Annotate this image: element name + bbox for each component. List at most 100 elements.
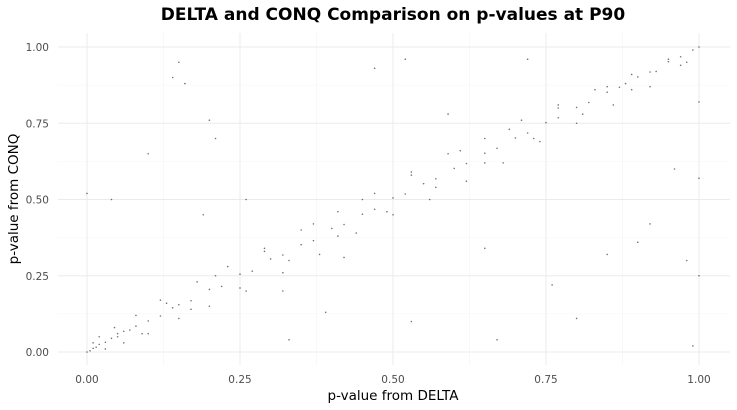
data-point	[178, 61, 180, 64]
data-point	[282, 271, 284, 274]
data-point	[116, 332, 119, 335]
data-point	[685, 61, 688, 64]
data-point	[618, 86, 621, 89]
data-point	[557, 107, 560, 109]
x-tick-label: 0.25	[228, 374, 251, 386]
data-point	[361, 198, 364, 201]
data-point	[465, 162, 468, 165]
data-point	[557, 104, 560, 106]
data-point	[698, 177, 700, 179]
data-point	[526, 58, 529, 60]
data-point	[208, 119, 211, 121]
data-point	[263, 247, 266, 250]
data-point	[196, 281, 198, 283]
data-point	[92, 347, 94, 350]
data-point	[159, 299, 162, 301]
data-point	[159, 315, 162, 317]
data-point	[594, 88, 596, 91]
data-point	[698, 101, 700, 103]
data-point	[147, 332, 149, 335]
x-tick-label: 0.75	[534, 374, 557, 386]
data-point	[447, 152, 449, 155]
y-tick-label: 0.00	[26, 347, 49, 359]
data-point	[673, 168, 676, 170]
data-point	[588, 101, 590, 104]
data-point	[404, 58, 407, 60]
data-point	[514, 137, 517, 139]
data-point	[392, 197, 394, 199]
data-point	[435, 177, 437, 180]
y-tick-label: 1.00	[26, 42, 49, 54]
data-point	[147, 320, 149, 322]
data-point	[575, 122, 578, 125]
data-point	[404, 193, 407, 195]
data-point	[288, 339, 290, 341]
x-tick-label: 1.00	[687, 374, 710, 386]
data-point	[361, 213, 364, 215]
data-point	[637, 76, 639, 78]
data-point	[667, 58, 670, 60]
data-point	[386, 210, 388, 213]
data-point	[98, 335, 101, 338]
data-point	[373, 67, 376, 70]
data-point	[300, 243, 303, 246]
data-point	[373, 208, 376, 211]
data-point	[282, 254, 284, 256]
data-point	[392, 213, 394, 216]
data-point	[245, 290, 247, 292]
data-point	[239, 273, 241, 276]
data-point	[239, 287, 241, 289]
data-point	[178, 317, 180, 320]
data-point	[484, 152, 486, 154]
data-point	[220, 285, 223, 288]
data-point	[630, 73, 633, 76]
data-point	[692, 49, 694, 51]
data-point	[606, 253, 608, 256]
data-point	[649, 85, 651, 88]
data-point	[685, 259, 688, 262]
data-point	[679, 64, 682, 67]
x-axis-label: p-value from DELTA	[328, 388, 460, 404]
data-point	[190, 308, 192, 311]
data-point	[245, 198, 247, 201]
data-point	[95, 346, 97, 348]
data-point	[508, 128, 511, 131]
y-tick-label: 0.25	[26, 271, 49, 283]
data-point	[190, 299, 192, 302]
data-point	[667, 60, 670, 63]
data-point	[122, 342, 125, 344]
data-point	[263, 250, 266, 253]
data-point	[129, 329, 131, 331]
data-point	[312, 223, 315, 225]
data-point	[171, 306, 174, 309]
data-point	[214, 137, 217, 140]
data-point	[428, 198, 431, 201]
data-point	[484, 162, 486, 164]
data-point	[612, 104, 615, 106]
data-point	[343, 256, 345, 259]
y-tick-label: 0.50	[26, 195, 49, 207]
data-point	[447, 113, 449, 115]
data-point	[337, 235, 339, 237]
data-point	[539, 140, 541, 143]
data-point	[453, 167, 456, 170]
data-point	[551, 284, 553, 286]
data-point	[606, 85, 608, 88]
y-tick-label: 0.75	[26, 118, 49, 130]
data-point	[165, 302, 168, 305]
data-point	[484, 247, 486, 250]
data-point	[184, 82, 186, 85]
chart-title: DELTA and CONQ Comparison on p-values at…	[161, 5, 626, 25]
x-tick-label: 0.50	[381, 374, 404, 386]
data-point	[86, 351, 88, 353]
x-axis-ticks: 0.00 0.25 0.50 0.75 1.00	[75, 374, 710, 386]
data-point	[110, 198, 113, 201]
data-point	[86, 192, 88, 195]
data-point	[655, 70, 657, 73]
data-point	[692, 345, 694, 347]
data-points	[86, 46, 700, 353]
data-point	[269, 258, 272, 260]
data-point	[300, 229, 303, 231]
data-point	[496, 147, 498, 150]
